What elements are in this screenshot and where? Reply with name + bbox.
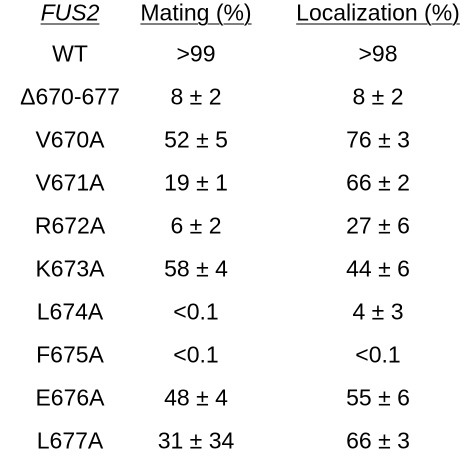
mating-cell: 19 ± 1: [164, 169, 228, 196]
strain-cell: F675A: [36, 341, 104, 368]
localization-cell: 66 ± 2: [346, 169, 410, 196]
mating-cell: 8 ± 2: [170, 83, 222, 110]
mating-cell: >99: [176, 40, 216, 67]
mating-cell: 31 ± 34: [157, 427, 235, 454]
localization-cell: 27 ± 6: [346, 212, 410, 239]
column-header: Localization (%): [296, 0, 460, 26]
mating-cell: 58 ± 4: [164, 255, 228, 282]
strain-cell: Δ670-677: [20, 83, 120, 110]
strain-cell: E676A: [35, 384, 105, 411]
mating-cell: 52 ± 5: [164, 126, 228, 153]
localization-cell: 66 ± 3: [346, 427, 410, 454]
mating-cell: 6 ± 2: [170, 212, 222, 239]
localization-cell: 55 ± 6: [346, 384, 410, 411]
localization-cell: 4 ± 3: [352, 298, 404, 325]
localization-cell: <0.1: [355, 341, 401, 368]
strain-cell: WT: [52, 40, 88, 67]
localization-cell: 76 ± 3: [346, 126, 410, 153]
column-header: FUS2: [40, 0, 100, 26]
strain-cell: V671A: [35, 169, 105, 196]
strain-cell: L677A: [36, 427, 104, 454]
localization-cell: 8 ± 2: [352, 83, 404, 110]
strain-cell: R672A: [34, 212, 106, 239]
mating-cell: 48 ± 4: [164, 384, 228, 411]
mating-cell: <0.1: [173, 298, 219, 325]
localization-cell: 44 ± 6: [346, 255, 410, 282]
mating-cell: <0.1: [173, 341, 219, 368]
strain-cell: V670A: [35, 126, 105, 153]
strain-cell: K673A: [35, 255, 105, 282]
strain-cell: L674A: [36, 298, 104, 325]
localization-cell: >98: [358, 40, 398, 67]
column-header: Mating (%): [140, 0, 252, 26]
